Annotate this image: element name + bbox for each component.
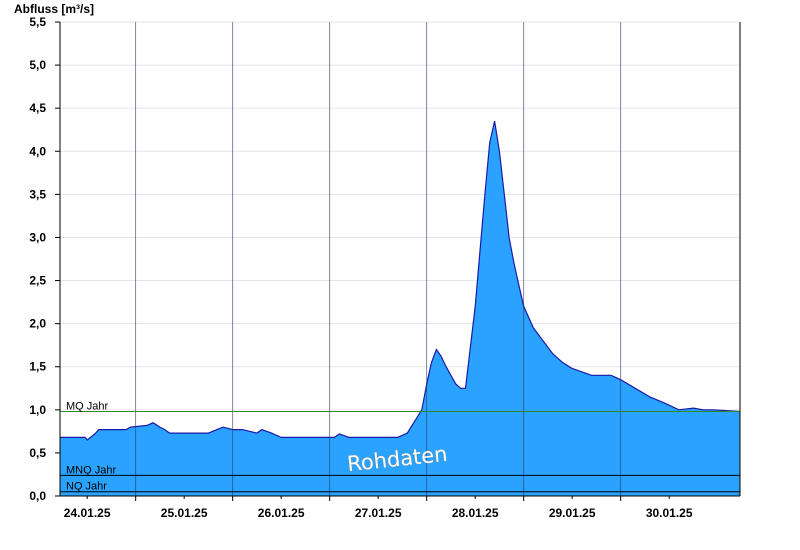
vertical-gridlines [135, 22, 622, 496]
y-axis-title: Abfluss [m³/s] [14, 2, 94, 16]
series-area [60, 121, 740, 496]
x-tick-label-3: 27.01.25 [355, 506, 402, 520]
y-tick-label-9: 4,5 [29, 101, 46, 115]
y-tick-labels: 0,0 0,5 1,0 1,5 2,0 2,5 3,0 3,5 4,0 4,5 5,0 5,5 [29, 15, 60, 503]
y-tick-label-1: 0,5 [29, 446, 46, 460]
y-tick-label-11: 5,5 [29, 15, 46, 29]
x-tick-label-4: 28.01.25 [452, 506, 499, 520]
x-tick-labels: 24.01.25 25.01.25 26.01.25 27.01.25 28.01.25… [64, 496, 693, 520]
x-tick-label-0: 24.01.25 [64, 506, 111, 520]
x-tick-label-1: 25.01.25 [161, 506, 208, 520]
y-tick-label-10: 5,0 [29, 58, 46, 72]
y-tick-label-0: 0,0 [29, 489, 46, 503]
series-area-layer [60, 120, 741, 496]
x-tick-label-5: 29.01.25 [549, 506, 596, 520]
x-tick-label-6: 30.01.25 [646, 506, 693, 520]
y-tick-label-5: 2,5 [29, 274, 46, 288]
reference-line-label-0: MQ Jahr [66, 401, 109, 413]
horizontal-gridlines [60, 21, 740, 454]
series-line [60, 120, 741, 441]
reference-lines: MQ Jahr MNQ Jahr NQ Jahr [60, 401, 740, 493]
reference-line-label-2: NQ Jahr [66, 481, 107, 493]
y-tick-label-6: 3,0 [29, 230, 46, 244]
y-tick-label-4: 2,0 [29, 317, 46, 331]
axes [59, 22, 741, 497]
y-tick-label-2: 1,0 [29, 403, 46, 417]
y-tick-label-8: 4,0 [29, 144, 46, 158]
y-tick-label-7: 3,5 [29, 187, 46, 201]
y-tick-label-3: 1,5 [29, 360, 46, 374]
reference-line-label-1: MNQ Jahr [66, 464, 116, 476]
x-tick-label-2: 26.01.25 [258, 506, 305, 520]
